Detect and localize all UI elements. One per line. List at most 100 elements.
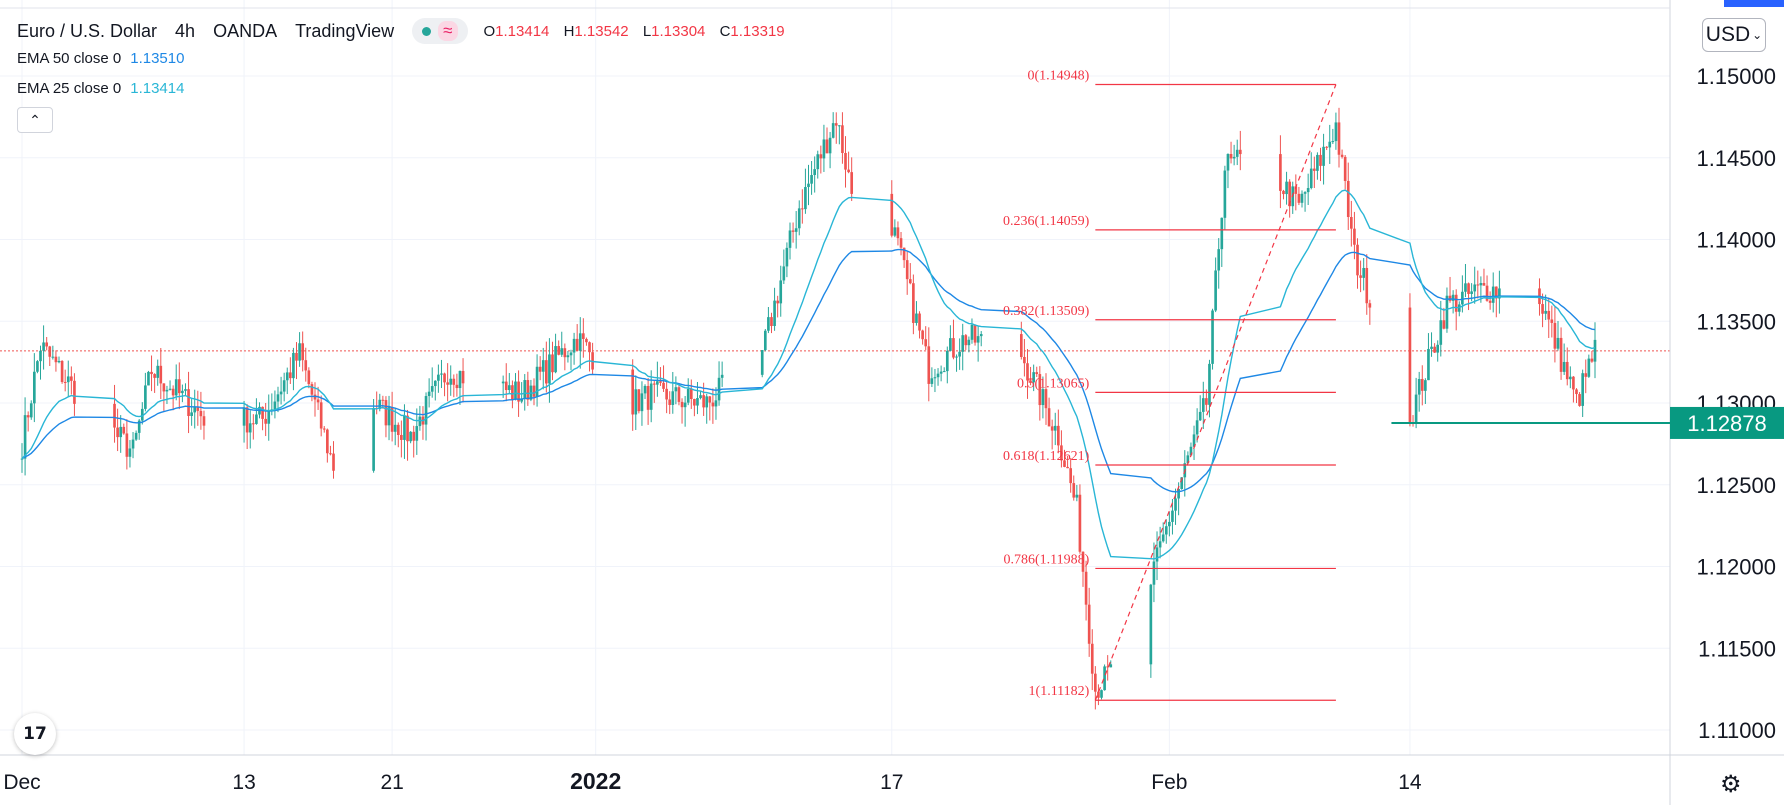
fibonacci-retracement[interactable]: 0(1.14948) 0.236(1.14059) 0.382(1.13509) 0.… [1003,69,1337,701]
candle-body [1461,291,1464,305]
candle-body [535,366,539,397]
candle-body [1575,389,1578,395]
candle-body [1319,154,1322,166]
exchange: OANDA [213,20,278,41]
fib-level-label: 0.5(1.13065) [1017,376,1090,391]
candle-body [683,402,687,408]
candle-body [1186,455,1190,464]
legend-ema-25[interactable]: EMA 25 close 0 1.13414 [17,80,184,97]
candle-body [1587,358,1591,377]
candle-body [1161,534,1165,542]
candle-body [51,356,55,358]
candle-body [1235,149,1239,157]
candle-body [48,346,52,357]
candle-body [20,458,24,460]
candle-body [1322,146,1325,166]
candle-body [646,385,650,410]
candle-body [850,172,854,194]
symbol-header: Euro / U.S. Dollar 4h OANDA TradingView … [17,18,795,44]
candle-body [921,330,924,340]
tradingview-logo-icon[interactable]: 17 [14,713,56,755]
candle-body [807,183,810,188]
candle-body [1192,434,1196,447]
candle-body [134,432,138,440]
candle-body [825,139,829,154]
candle-body [1047,408,1051,427]
candle-body [298,343,301,361]
candle-body [156,365,160,378]
candle-body [955,356,958,358]
candle-body [680,401,684,408]
candle-body [674,387,678,392]
candle-body [541,360,545,372]
candle-body [1365,267,1369,304]
collapse-legend-button[interactable]: ⌃ [17,107,53,133]
candle-body [776,300,779,304]
candle-body [279,391,283,395]
candle-body [1201,398,1205,412]
price-tick-label: 1.11500 [1698,636,1776,661]
candle-body [1211,310,1214,364]
candle-body [412,431,416,441]
currency-label: USD [1705,23,1751,46]
candle-body [563,348,567,358]
candle-body [440,373,443,375]
candle-body [569,352,573,356]
time-tick-label: 14 [1398,771,1422,794]
candle-body [1174,498,1177,511]
candle-body [1553,322,1557,349]
market-status-pill[interactable]: ≈ [412,18,468,44]
symbol-name[interactable]: Euro / U.S. Dollar [17,20,158,41]
candle-body [1090,643,1094,674]
candle-body [332,453,335,471]
candle-body [1087,604,1091,644]
legend-ema-50-value: 1.13510 [130,50,185,67]
candle-body [699,395,702,399]
candle-body [933,377,937,379]
candle-body [788,230,792,248]
candle-body [779,280,783,304]
candle-body [1488,300,1492,303]
candle-body [548,354,551,384]
candle-body [1439,320,1443,345]
close-label: C [719,22,731,40]
candle-body [696,398,699,406]
ohlc-values: O1.13414 H1.13542 L1.13304 C1.13319 [484,23,795,40]
candle-body [523,380,527,399]
interval[interactable]: 4h [175,20,196,41]
candle-body [1350,217,1353,229]
candle-body [560,348,564,355]
candle-body [289,372,292,379]
candle-body [159,365,163,384]
candle-body [1044,389,1048,409]
candle-body [838,125,841,127]
candle-body [184,389,187,391]
price-tick-label: 1.12000 [1696,555,1776,580]
currency-selector[interactable]: USD ⌄ [1702,18,1766,52]
candle-body [282,380,286,392]
candle-body [890,193,894,236]
candle-body [1309,168,1313,189]
candle-body [1485,285,1489,301]
candle-body [526,380,530,400]
candle-body [1362,267,1366,278]
candle-body [1331,141,1335,143]
candlestick-series[interactable] [20,107,1597,710]
candle-body [1078,494,1082,552]
candle-body [575,338,579,351]
candle-body [458,370,462,389]
candle-body [1547,310,1551,320]
candle-body [711,402,715,407]
candle-body [322,428,326,430]
support-line[interactable]: 1.12878 [1391,406,1784,439]
candle-body [73,380,76,404]
candle-body [1316,154,1319,171]
candle-body [23,415,27,459]
candle-body [979,334,983,337]
candle-body [446,382,449,385]
candle-body [1035,372,1039,375]
gear-icon[interactable]: ⚙ [1720,771,1742,798]
legend-ema-50[interactable]: EMA 50 close 0 1.13510 [17,50,184,67]
candle-body [390,407,394,432]
